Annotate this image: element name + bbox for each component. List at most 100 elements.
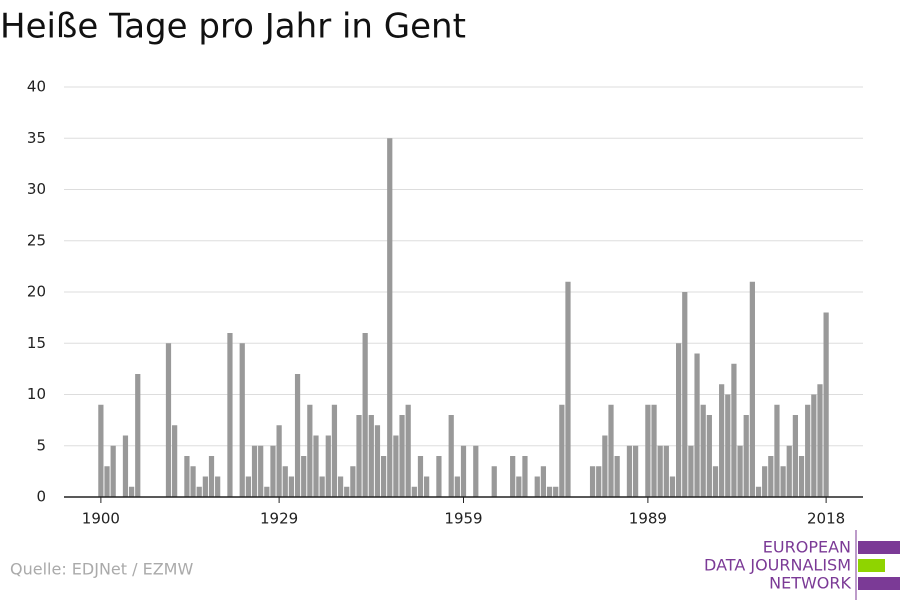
bar [780, 466, 786, 497]
bar [657, 445, 663, 497]
bar [694, 353, 700, 497]
bar [737, 445, 743, 497]
bar [172, 425, 178, 497]
bar [227, 333, 233, 497]
bar [331, 404, 338, 497]
bar [546, 486, 553, 497]
bar [196, 486, 202, 497]
bar [251, 445, 258, 497]
bar [417, 456, 424, 497]
y-tick-label: 35 [27, 129, 46, 147]
bar [368, 415, 374, 497]
bar [473, 445, 479, 497]
x-tick-label: 1959 [444, 510, 482, 528]
logo-text: EUROPEAN [763, 538, 851, 557]
bar [424, 476, 430, 497]
bar [663, 445, 669, 497]
bar [104, 466, 110, 497]
bar [288, 476, 295, 497]
bar [460, 445, 467, 497]
bar [510, 456, 516, 497]
bar [602, 435, 608, 497]
bar [645, 404, 651, 497]
bar [817, 384, 823, 497]
x-tick-label: 2018 [807, 510, 845, 528]
bar [319, 476, 325, 497]
x-tick-label: 1929 [260, 510, 298, 528]
bar [774, 404, 780, 497]
bar [208, 456, 215, 497]
y-tick-label: 25 [27, 231, 46, 249]
bar [264, 486, 270, 497]
bar [344, 486, 350, 497]
bar [559, 404, 565, 497]
bar [436, 456, 442, 497]
bar [405, 404, 411, 497]
bar [565, 281, 571, 497]
x-tick-label: 1900 [82, 510, 120, 528]
logo-bar [858, 559, 885, 572]
bar [553, 486, 559, 497]
bar [258, 445, 264, 497]
bar [614, 456, 620, 497]
bar [743, 415, 749, 497]
x-tick-label: 1989 [629, 510, 667, 528]
bar [337, 476, 344, 497]
bar [823, 312, 829, 497]
y-tick-label: 15 [27, 334, 46, 352]
bar [98, 404, 104, 497]
bar [682, 292, 688, 497]
y-tick-label: 30 [27, 180, 46, 198]
bar [669, 476, 676, 497]
bar [811, 394, 817, 497]
bar [184, 456, 190, 497]
bar [516, 476, 522, 497]
bar [307, 404, 313, 497]
bar [399, 415, 405, 497]
bar [110, 445, 116, 497]
source: Quelle: EDJNet / EZMW [10, 560, 193, 579]
bar [798, 456, 805, 497]
bar [719, 384, 725, 497]
bar [325, 435, 331, 497]
bar [706, 415, 712, 497]
bar [313, 435, 319, 497]
bar [380, 456, 387, 497]
bar [632, 445, 639, 497]
bar [731, 363, 737, 497]
bar [448, 415, 454, 497]
bar [282, 466, 288, 497]
bar [190, 466, 196, 497]
bar [411, 486, 417, 497]
bar [762, 466, 768, 497]
bar [387, 138, 393, 497]
bar [301, 456, 307, 497]
y-tick-label: 10 [27, 385, 46, 403]
bar [165, 343, 172, 497]
bar [294, 374, 301, 497]
bar [589, 466, 596, 497]
y-tick-label: 20 [27, 283, 46, 301]
bar [651, 404, 657, 497]
bar [491, 466, 497, 497]
logo-text: DATA JOURNALISM [704, 556, 851, 575]
logo-bar [858, 541, 900, 554]
bar [276, 425, 282, 497]
bar [688, 445, 694, 497]
bar [534, 476, 540, 497]
logo-bar [858, 577, 900, 590]
bar [374, 425, 381, 497]
bar [608, 404, 614, 497]
bar [350, 466, 356, 497]
bar [786, 445, 792, 497]
bar [128, 486, 135, 497]
bar [522, 456, 528, 497]
bar [245, 476, 251, 497]
bar [239, 343, 245, 497]
bar [540, 466, 547, 497]
chart-title: Heiße Tage pro Jahr in Gent [0, 7, 466, 47]
bar [676, 343, 682, 497]
logo-text: NETWORK [769, 574, 851, 593]
bar [755, 486, 762, 497]
bar [712, 466, 719, 497]
